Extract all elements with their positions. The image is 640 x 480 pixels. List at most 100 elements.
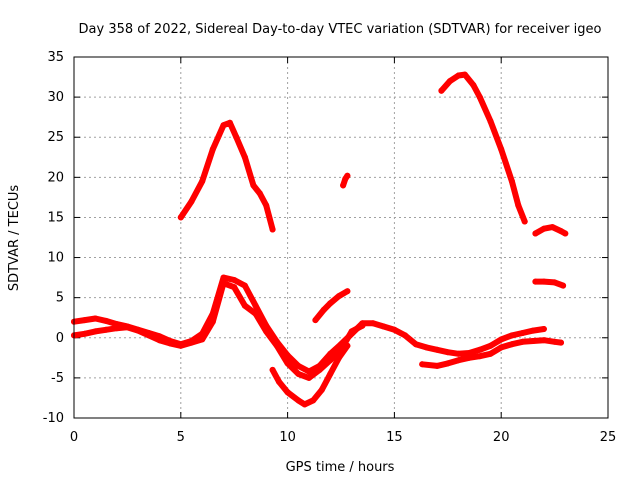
- data-point: [209, 146, 216, 153]
- data-point: [551, 279, 558, 286]
- y-tick-label: 35: [47, 50, 64, 65]
- data-point: [320, 306, 327, 313]
- data-point: [306, 374, 312, 381]
- data-point: [391, 326, 398, 333]
- data-point: [156, 337, 163, 344]
- data-point: [252, 302, 259, 309]
- data-point: [103, 326, 109, 333]
- data-point: [487, 350, 494, 357]
- data-point: [466, 350, 473, 356]
- data-point: [135, 327, 142, 334]
- data-point: [455, 72, 462, 79]
- data-point: [312, 317, 319, 324]
- data-point: [359, 322, 366, 329]
- data-point: [434, 362, 441, 369]
- data-point: [540, 278, 547, 285]
- data-point: [301, 401, 308, 408]
- x-tick-label: 25: [600, 430, 617, 445]
- y-tick-label: -10: [43, 411, 64, 426]
- data-point: [521, 218, 528, 225]
- data-point: [419, 361, 426, 368]
- data-point: [335, 293, 342, 300]
- data-point: [487, 342, 494, 349]
- data-point: [455, 350, 462, 357]
- data-point: [177, 214, 184, 221]
- data-point: [231, 277, 238, 283]
- data-point: [103, 317, 109, 324]
- data-point: [316, 366, 323, 373]
- data-point: [252, 310, 259, 317]
- data-point: [263, 202, 270, 209]
- y-tick-label: 25: [47, 130, 64, 145]
- y-tick-label: 20: [47, 170, 64, 185]
- y-tick-label: 5: [56, 291, 64, 306]
- data-point: [344, 172, 351, 179]
- data-point: [508, 341, 515, 348]
- data-point: [498, 344, 505, 351]
- data-point: [318, 386, 325, 393]
- data-point: [276, 378, 283, 385]
- data-point: [476, 346, 483, 353]
- axis-ticks: 0 5 10 15 20 25 -10 -5 0 5 10 15 20 25 30 35: [43, 50, 617, 445]
- y-tick-label: 15: [47, 210, 64, 225]
- data-point: [327, 370, 334, 377]
- data-point: [466, 354, 473, 361]
- data-point: [438, 87, 445, 94]
- data-point: [551, 338, 558, 345]
- data-point: [81, 317, 88, 324]
- data-point: [284, 360, 291, 367]
- data-point: [233, 134, 240, 141]
- data-point: [113, 325, 120, 332]
- data-point: [519, 338, 526, 345]
- data-point: [241, 302, 248, 309]
- data-point: [335, 354, 342, 361]
- data-point: [515, 202, 522, 209]
- y-axis-title: SDTVAR / TECUs: [7, 185, 22, 292]
- data-point: [269, 366, 276, 373]
- data-point: [188, 339, 195, 346]
- y-tick-label: 10: [47, 251, 64, 266]
- data-point: [549, 224, 556, 231]
- data-point: [344, 342, 351, 349]
- data-point: [295, 362, 302, 369]
- data-point: [124, 324, 131, 331]
- data-point: [540, 337, 547, 344]
- data-point: [446, 78, 453, 85]
- data-point: [269, 226, 276, 233]
- x-axis-title: GPS time / hours: [286, 460, 395, 475]
- data-point: [519, 330, 526, 336]
- chart-title: Day 358 of 2022, Sidereal Day-to-day VTE…: [79, 22, 602, 37]
- series-arc-j: [532, 278, 567, 289]
- data-point: [209, 318, 216, 325]
- x-tick-label: 20: [493, 430, 510, 445]
- data-point: [470, 82, 477, 89]
- x-tick-label: 5: [177, 430, 185, 445]
- data-point: [92, 328, 99, 335]
- data-point: [348, 328, 355, 335]
- data-point: [402, 332, 409, 339]
- y-tick-label: -5: [51, 371, 64, 386]
- data-point: [508, 332, 515, 339]
- data-point: [256, 190, 263, 197]
- data-point: [250, 182, 257, 189]
- data-point: [461, 71, 468, 78]
- data-point: [188, 198, 195, 205]
- data-point: [327, 357, 334, 364]
- data-point: [340, 182, 347, 189]
- data-point: [530, 338, 537, 344]
- data-point: [532, 278, 539, 285]
- data-point: [220, 122, 227, 129]
- data-point: [177, 342, 184, 349]
- x-tick-label: 0: [70, 430, 78, 445]
- data-point: [444, 360, 451, 367]
- data-point: [241, 154, 248, 161]
- data-point: [455, 357, 462, 364]
- data-point: [423, 344, 430, 351]
- data-point: [540, 326, 547, 332]
- data-point: [476, 94, 483, 101]
- data-point: [199, 336, 206, 343]
- data-point: [562, 230, 569, 237]
- data-point: [273, 342, 280, 349]
- data-point: [412, 341, 419, 348]
- data-point: [220, 274, 227, 281]
